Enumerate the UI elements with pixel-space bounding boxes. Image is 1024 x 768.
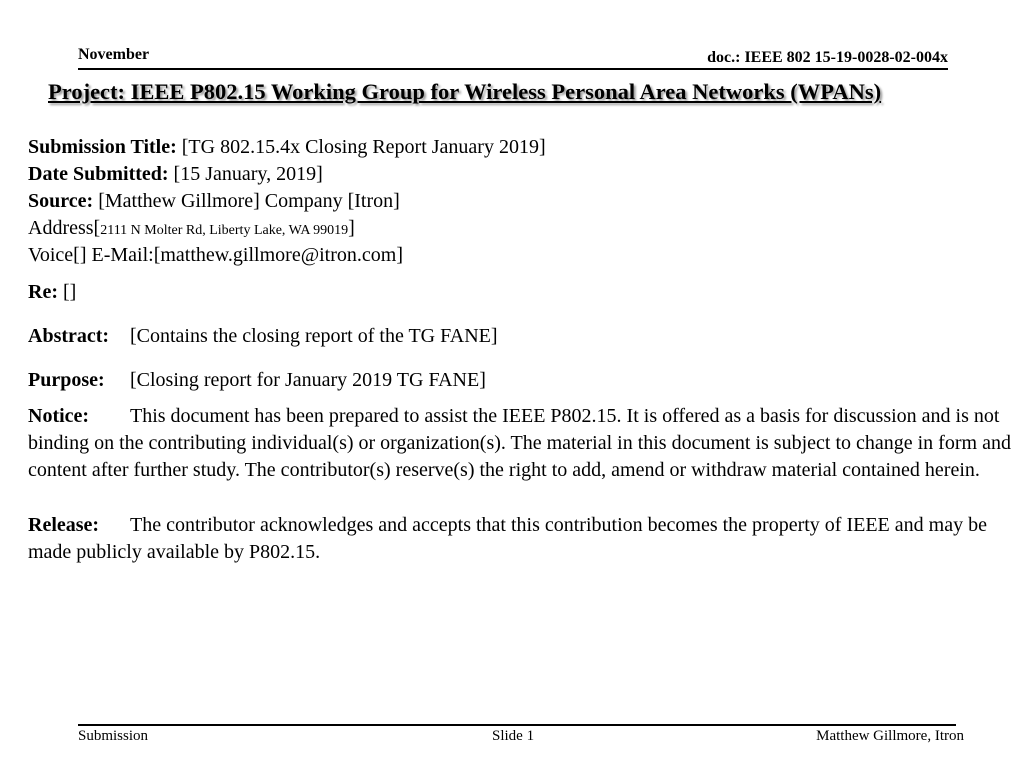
purpose-value: [Closing report for January 2019 TG FANE…	[130, 369, 486, 391]
release-label: Release:	[28, 514, 100, 536]
submission-title-value: [TG 802.15.4x Closing Report January 201…	[181, 136, 546, 158]
notice-label: Notice:	[28, 405, 90, 427]
date-submitted-line: Date Submitted: [15 January, 2019]	[28, 161, 323, 188]
release-paragraph: Release: The contributor acknowledges and…	[28, 512, 1018, 566]
purpose-line: Purpose: [Closing report for January 2019…	[28, 367, 486, 394]
footer-author: Matthew Gillmore, Itron	[816, 728, 964, 744]
footer-slide-number: Slide 1	[492, 728, 535, 744]
header-doc-id: doc.: IEEE 802 15-19-0028-02-004x	[707, 49, 948, 66]
address-label: Address[	[28, 217, 101, 239]
abstract-line: Abstract: [Contains the closing report of…	[28, 323, 498, 350]
notice-text: This document has been prepared to assis…	[28, 405, 1011, 481]
release-text: The contributor acknowledges and accepts…	[28, 514, 987, 563]
footer-left: Submission	[78, 728, 149, 744]
voice-email-line: Voice[] E-Mail:[matthew.gillmore@itron.c…	[28, 244, 403, 266]
address-close: ]	[348, 217, 355, 239]
address-value: 2111 N Molter Rd, Liberty Lake, WA 99019	[100, 223, 349, 238]
submission-title-line: Submission Title: [TG 802.15.4x Closing …	[28, 134, 546, 161]
header-date: November	[78, 46, 150, 63]
notice-paragraph: Notice: This document has been prepared t…	[28, 403, 1018, 484]
project-title: Project: IEEE P802.15 Working Group for …	[48, 79, 882, 104]
header-divider	[78, 68, 948, 70]
address-line: Address[2111 N Molter Rd, Liberty Lake, …	[28, 215, 355, 244]
abstract-label: Abstract:	[28, 325, 110, 347]
purpose-label: Purpose:	[28, 369, 105, 391]
re-line: Re: []	[28, 279, 76, 306]
footer-divider	[78, 724, 956, 726]
source-value: [Matthew Gillmore] Company [Itron]	[98, 190, 400, 212]
submission-title-label: Submission Title:	[28, 136, 177, 158]
abstract-value: [Contains the closing report of the TG F…	[130, 325, 498, 347]
date-submitted-label: Date Submitted:	[28, 163, 169, 185]
date-submitted-value: [15 January, 2019]	[173, 163, 323, 185]
source-line: Source: [Matthew Gillmore] Company [Itro…	[28, 188, 400, 215]
re-label: Re:	[28, 281, 58, 303]
re-value: []	[62, 281, 77, 303]
source-label: Source:	[28, 190, 94, 212]
